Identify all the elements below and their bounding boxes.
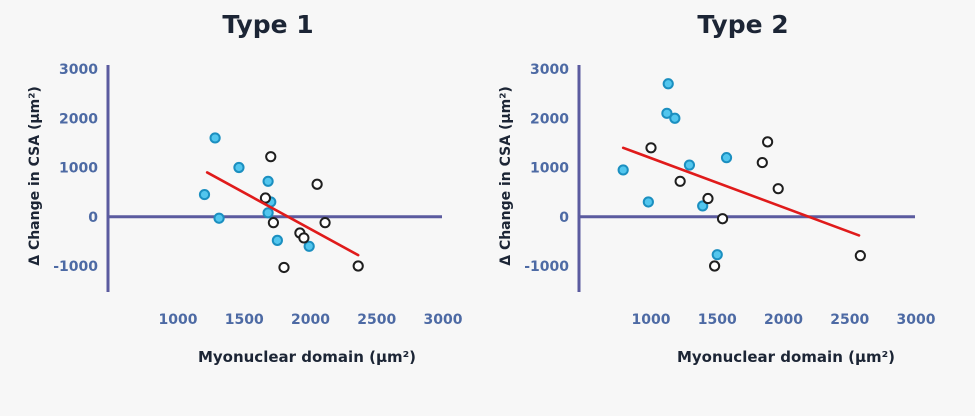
y-tick-label: 2000 [530,111,569,127]
data-point-cyan [262,175,274,187]
trend-line [205,171,360,257]
data-point-dark [762,136,774,148]
y-tick-label: 0 [559,210,569,226]
trend-line [621,146,861,237]
data-point-dark [352,260,364,272]
chart-panel-type-2: Type 2 Δ Change in CSA (µm²) Myonuclear … [498,10,936,366]
data-point-cyan [303,240,315,252]
x-tick-label: 2500 [830,312,869,328]
y-tick-label: 1000 [530,161,569,177]
data-point-dark [674,175,686,187]
y-tick-label: 3000 [59,62,98,78]
data-point-cyan [662,78,674,90]
data-point-dark [319,217,331,229]
data-point-dark [265,151,277,163]
data-point-cyan [617,164,629,176]
data-point-dark [702,192,714,205]
data-point-dark [298,232,310,244]
data-point-dark [311,178,323,190]
data-point-dark [756,156,768,169]
x-tick-label: 3000 [424,312,463,328]
x-tick-label: 3000 [897,312,936,328]
data-point-cyan [262,207,274,219]
y-tick-label: 3000 [530,62,569,78]
data-point-dark [716,213,729,225]
data-point-cyan [213,212,225,224]
data-point-cyan [233,161,245,174]
data-point-cyan [683,159,696,171]
data-point-dark [772,183,784,195]
data-point-cyan [697,200,709,212]
chart-panel-type-1: Type 1 Δ Change in CSA (µm²) Myonuclear … [27,10,463,366]
data-point-cyan [198,188,211,201]
x-tick-label: 2000 [764,312,803,328]
data-point-dark [854,250,866,262]
y-tick-label: 1000 [59,161,98,177]
x-tick-label: 1500 [225,312,264,328]
data-point-cyan [271,234,283,246]
y-axis-label: Δ Change in CSA (µm²) [498,86,514,266]
chart-title: Type 1 [222,10,313,39]
data-point-cyan [711,249,723,261]
x-axis-label: Myonuclear domain (µm²) [198,348,416,366]
x-tick-label: 2500 [357,312,396,328]
data-point-cyan [720,152,733,164]
chart-title: Type 2 [697,10,788,39]
data-point-dark [709,260,721,272]
x-axis-label: Myonuclear domain (µm²) [677,348,895,366]
data-point-dark [267,217,279,229]
y-tick-label: -1000 [524,259,569,275]
y-tick-label: 2000 [59,111,98,127]
data-point-cyan [209,132,221,144]
data-point-cyan [669,112,681,124]
x-tick-label: 2000 [291,312,330,328]
y-tick-label: -1000 [53,259,98,275]
y-tick-label: 0 [88,210,98,226]
x-tick-label: 1000 [632,312,671,328]
data-point-dark [645,142,657,154]
data-point-cyan [642,196,654,208]
data-point-dark [278,261,290,274]
x-tick-label: 1000 [159,312,198,328]
data-point-cyan [661,107,673,119]
x-tick-label: 1500 [698,312,737,328]
y-axis-label: Δ Change in CSA (µm²) [27,86,43,266]
data-point-dark [259,192,272,204]
